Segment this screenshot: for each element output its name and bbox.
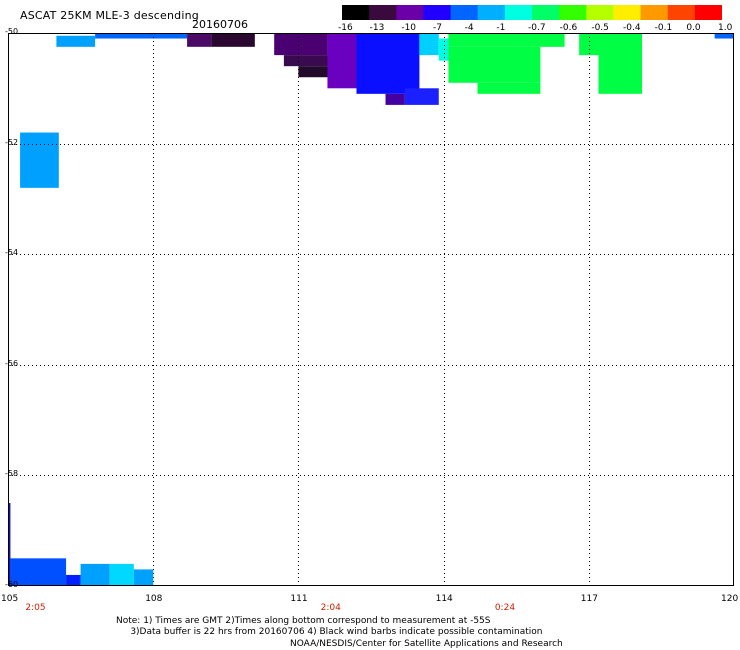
x-tick-label: 117 bbox=[580, 594, 598, 604]
mle-top-band-cell bbox=[187, 33, 212, 47]
credit: NOAA/NESDIS/Center for Satellite Applica… bbox=[290, 639, 563, 649]
mle-top-band-cell bbox=[95, 33, 188, 39]
colorbar-swatch bbox=[477, 5, 506, 20]
mle-central-band-cell bbox=[477, 82, 541, 94]
note-line-1: Note: 1) Times are GMT 2)Times along bot… bbox=[116, 616, 491, 626]
colorbar-swatch bbox=[613, 5, 642, 20]
mle-bottom-left-cell bbox=[109, 563, 134, 586]
y-tick-label: -58 bbox=[5, 469, 19, 479]
colorbar-swatch bbox=[694, 5, 722, 20]
colorbar-labels: -16 -13 -10 -7 -4 -1 -0.7 -0.6 -0.5 -0.4 -0.1 0.0 1.… bbox=[338, 23, 732, 36]
colorbar-swatch bbox=[640, 5, 669, 20]
mle-left-patch-cell bbox=[20, 132, 59, 188]
mle-central-band-cell bbox=[579, 33, 599, 56]
mle-top-band-cell bbox=[211, 33, 255, 47]
y-tick-label: -52 bbox=[5, 137, 19, 147]
colorbar bbox=[342, 5, 722, 20]
colorbar-swatch bbox=[532, 5, 560, 20]
colorbar-label: -16 bbox=[338, 23, 353, 33]
colorbar-swatch bbox=[369, 5, 397, 20]
colorbar-label: -1 bbox=[496, 23, 506, 33]
x-tick-label: 120 bbox=[721, 594, 739, 604]
mle-bottom-left-cell bbox=[10, 558, 67, 586]
x-tick-label: 111 bbox=[290, 594, 308, 604]
chart-date: 20160706 bbox=[192, 18, 248, 31]
mle-central-band-cell bbox=[438, 38, 449, 61]
mle-central-band-cell bbox=[598, 33, 643, 94]
mle-central-band-cell bbox=[404, 88, 439, 105]
time-label: 0:24 bbox=[494, 603, 516, 613]
plot-frame bbox=[8, 33, 734, 586]
mle-central-band-cell bbox=[283, 55, 342, 67]
colorbar-label: -0.1 bbox=[654, 23, 673, 33]
colorbar-label: 0.0 bbox=[686, 23, 701, 33]
y-tick-label: -54 bbox=[5, 248, 19, 258]
time-label: 2:05 bbox=[25, 603, 46, 613]
mle-central-band-cell bbox=[356, 33, 420, 94]
x-tick-label: 105 bbox=[1, 594, 19, 604]
colorbar-label: -0.4 bbox=[623, 23, 641, 33]
colorbar-label: -4 bbox=[464, 23, 474, 33]
y-tick-label: -60 bbox=[5, 580, 19, 589]
colorbar-label: -0.7 bbox=[528, 23, 546, 33]
x-tick-label: 108 bbox=[145, 594, 163, 604]
colorbar-swatch bbox=[586, 5, 614, 20]
mle-bottom-left-cell bbox=[133, 569, 154, 586]
colorbar-swatch bbox=[559, 5, 587, 20]
mle-bottom-left-cell bbox=[8, 503, 11, 586]
y-tick-label: -50 bbox=[5, 27, 19, 36]
colorbar-swatch bbox=[342, 5, 370, 20]
mle-central-band-cell bbox=[714, 33, 734, 39]
colorbar-swatch bbox=[423, 5, 452, 20]
mle-central-band-cell bbox=[448, 46, 541, 83]
colorbar-label: -7 bbox=[433, 23, 442, 33]
colorbar-label: -0.5 bbox=[591, 23, 609, 33]
mle-bottom-left-cell bbox=[66, 574, 81, 586]
mle-central-band-cell bbox=[448, 33, 565, 47]
map-plot bbox=[8, 33, 734, 586]
mle-top-band-cell bbox=[56, 35, 96, 47]
colorbar-swatch bbox=[504, 5, 533, 20]
x-tick-label: 114 bbox=[435, 594, 453, 604]
mle-central-band-cell bbox=[419, 33, 439, 56]
y-tick-label: -56 bbox=[5, 358, 19, 368]
colorbar-label: -0.6 bbox=[559, 23, 578, 33]
mle-bottom-left-cell bbox=[80, 563, 110, 586]
colorbar-swatch bbox=[396, 5, 424, 20]
colorbar-swatch bbox=[667, 5, 696, 20]
time-label: 2:04 bbox=[320, 603, 341, 613]
note-line-2: 3)Data buffer is 22 hrs from 20160706 4)… bbox=[130, 627, 543, 637]
mle-central-band-cell bbox=[385, 93, 405, 105]
colorbar-swatch bbox=[450, 5, 479, 20]
colorbar-label: -10 bbox=[401, 23, 417, 33]
chart-title: ASCAT 25KM MLE-3 descending bbox=[20, 9, 199, 22]
mle-central-band-cell bbox=[274, 33, 328, 56]
colorbar-label: 1.0 bbox=[718, 23, 733, 33]
footnote: Note: 1) Times are GMT 2)Times along bot… bbox=[116, 616, 543, 638]
colorbar-label: -13 bbox=[369, 23, 385, 33]
